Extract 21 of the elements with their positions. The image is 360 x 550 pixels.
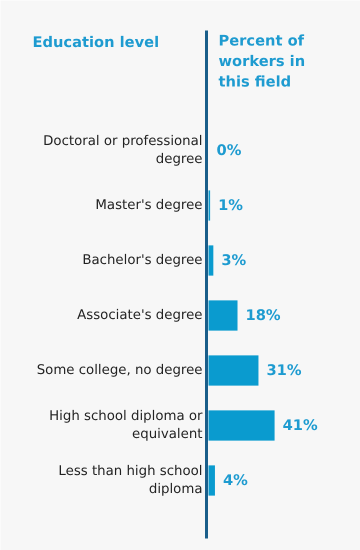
y-axis-title: Education level bbox=[32, 34, 160, 51]
bar bbox=[208, 355, 258, 386]
y-tick-label: Less than high school diploma bbox=[58, 464, 203, 497]
data-label: 1% bbox=[218, 197, 244, 214]
bar bbox=[208, 465, 215, 496]
data-label: 4% bbox=[222, 472, 248, 489]
y-tick-label: High school diploma or equivalent bbox=[49, 409, 204, 442]
y-tick-label: Bachelor's degree bbox=[82, 253, 203, 268]
bar bbox=[208, 245, 214, 276]
data-label: 3% bbox=[221, 252, 247, 269]
bar bbox=[208, 300, 238, 331]
data-label: 31% bbox=[266, 362, 302, 379]
y-tick-label: Associate's degree bbox=[77, 308, 203, 323]
data-label: 18% bbox=[246, 307, 281, 324]
y-tick-label: Doctoral or professional degree bbox=[43, 134, 203, 167]
x-axis-title: Percent of workers in this field bbox=[218, 32, 306, 90]
y-tick-label: Some college, no degree bbox=[36, 363, 203, 378]
y-tick-label: Master's degree bbox=[95, 198, 203, 213]
bar bbox=[208, 410, 275, 441]
data-label: 0% bbox=[216, 142, 242, 159]
data-label: 41% bbox=[282, 417, 318, 434]
